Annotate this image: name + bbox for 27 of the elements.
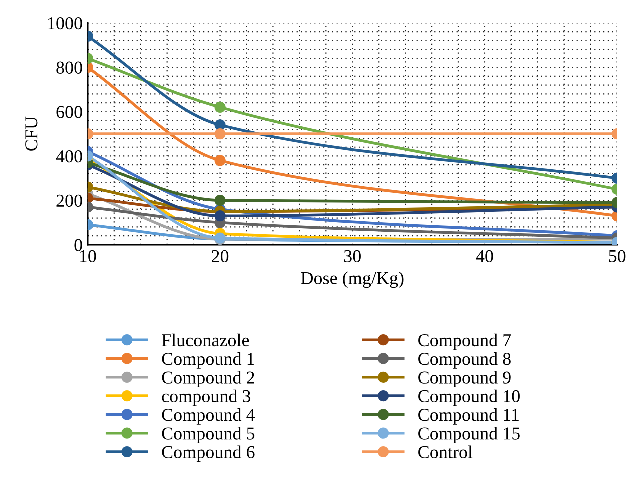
legend-label: Compound 9 — [418, 371, 511, 388]
legend-label: Compound 5 — [162, 427, 255, 444]
legend-label: Compound 4 — [162, 408, 256, 425]
x-tick-label: 50 — [609, 250, 626, 263]
x-tick-label: 30 — [344, 250, 361, 263]
y-tick-label: 1000 — [48, 17, 82, 30]
y-tick-label: 0 — [74, 239, 82, 252]
x-axis-title: Dose (mg/Kg) — [301, 272, 404, 288]
legend-label: Compound 15 — [418, 427, 520, 444]
legend-label: Compound 1 — [162, 352, 254, 369]
y-tick-label: 800 — [56, 62, 82, 74]
legend-label: Control — [418, 446, 473, 458]
y-tick-label: 400 — [56, 150, 82, 163]
legend-label: Compound 7 — [418, 334, 512, 350]
legend-label: Compound 11 — [418, 408, 519, 425]
x-tick-label: 40 — [476, 250, 494, 263]
x-tick-label: 20 — [212, 250, 229, 263]
legend-label: Fluconazole — [162, 334, 250, 347]
legend-label: Compound 6 — [162, 446, 255, 462]
x-tick-label: 10 — [80, 250, 96, 263]
y-tick-label: 600 — [56, 106, 82, 118]
y-axis-title: CFU — [26, 116, 38, 151]
legend-label: Compound 2 — [162, 371, 254, 388]
y-tick-label: 200 — [56, 194, 82, 208]
legend-label: Compound 10 — [418, 390, 520, 406]
legend-label: Compound 8 — [418, 352, 511, 369]
legend-label: compound 3 — [162, 390, 251, 406]
